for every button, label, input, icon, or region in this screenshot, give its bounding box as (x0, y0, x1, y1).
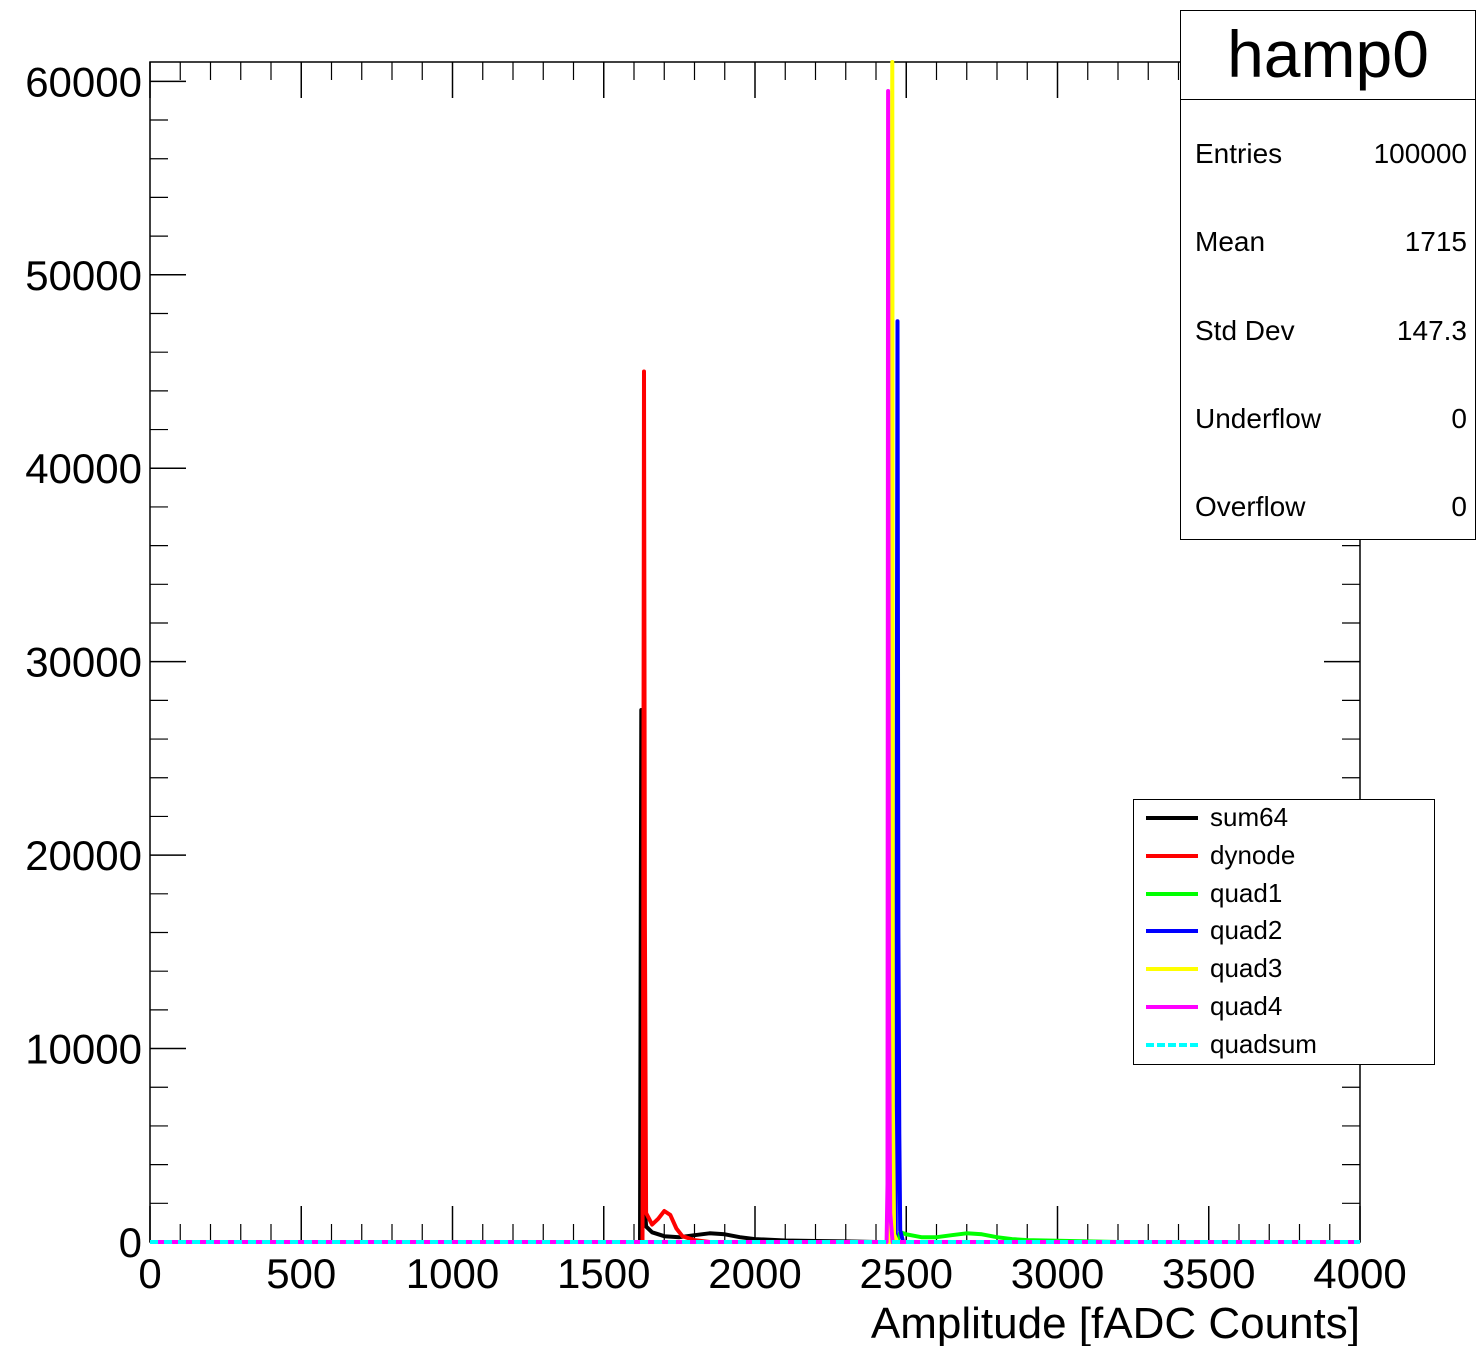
x-tick-label: 2500 (860, 1250, 953, 1297)
stats-row-entries: Entries 100000 (1195, 137, 1467, 171)
legend-label: quad3 (1210, 953, 1283, 983)
stats-key: Std Dev (1195, 315, 1295, 346)
legend-swatch (1146, 854, 1198, 858)
x-tick-label: 1500 (557, 1250, 650, 1297)
x-tick-label: 1000 (406, 1250, 499, 1297)
legend-label: sum64 (1210, 802, 1289, 832)
x-tick-label: 500 (266, 1250, 336, 1297)
x-tick-label: 2000 (708, 1250, 801, 1297)
legend: sum64 dynode quad1 quad2 quad3 quad4 qua… (1133, 799, 1435, 1065)
stats-value: 147.3 (1396, 315, 1467, 346)
y-tick-label: 0 (119, 1219, 142, 1266)
legend-swatch (1146, 929, 1198, 933)
legend-swatch (1146, 967, 1198, 971)
stats-box: hamp0 Entries 100000 Mean 1715 Std Dev 1… (1180, 10, 1476, 540)
stats-value: 1715 (1404, 226, 1467, 257)
legend-swatch (1146, 816, 1198, 820)
plot-frame (149, 61, 1361, 1243)
legend-label: quad2 (1210, 915, 1283, 945)
y-tick-label: 10000 (25, 1026, 142, 1073)
legend-label: quad1 (1210, 878, 1283, 908)
legend-item-quad3: quad3 (1146, 951, 1426, 985)
x-tick-label: 4000 (1313, 1250, 1406, 1297)
series-layer (150, 60, 1360, 1244)
x-tick-label: 3500 (1162, 1250, 1255, 1297)
y-tick-label: 20000 (25, 832, 142, 879)
stats-value: 0 (1451, 403, 1467, 434)
series-line-quad4 (150, 89, 1360, 1244)
legend-item-quad2: quad2 (1146, 913, 1426, 947)
stats-key: Entries (1195, 138, 1283, 169)
y-axis-ticks: 0 10000 20000 30000 40000 50000 60000 (25, 58, 1360, 1266)
legend-item-dynode: dynode (1146, 838, 1426, 872)
legend-label: quad4 (1210, 991, 1283, 1021)
legend-swatch (1146, 1005, 1198, 1009)
series-line-dynode (150, 369, 1360, 1244)
x-axis-label: Amplitude [fADC Counts] (871, 1299, 1360, 1346)
y-tick-label: 50000 (25, 252, 142, 299)
legend-item-quadsum: quadsum (1146, 1027, 1426, 1061)
stats-row-overflow: Overflow 0 (1195, 490, 1467, 524)
legend-swatch (1146, 1043, 1198, 1047)
stats-row-mean: Mean 1715 (1195, 225, 1467, 259)
stats-key: Underflow (1195, 403, 1322, 434)
y-tick-label: 40000 (25, 445, 142, 492)
stats-row-stddev: Std Dev 147.3 (1195, 314, 1467, 348)
y-tick-label: 60000 (25, 58, 142, 105)
x-tick-label: 0 (138, 1250, 161, 1297)
stats-key: Mean (1195, 226, 1266, 257)
stats-value: 100000 (1373, 138, 1467, 169)
legend-swatch (1146, 892, 1198, 896)
stats-value: 0 (1451, 491, 1467, 522)
series-line-quad3 (150, 60, 1360, 1244)
stats-title: hamp0 (1181, 11, 1475, 100)
stats-key: Overflow (1195, 491, 1306, 522)
y-tick-label: 30000 (25, 639, 142, 686)
legend-label: dynode (1210, 840, 1296, 870)
x-tick-label: 3000 (1011, 1250, 1104, 1297)
series-line-quad2 (150, 319, 1360, 1244)
legend-item-quad1: quad1 (1146, 876, 1426, 910)
legend-item-sum64: sum64 (1146, 800, 1426, 834)
stats-row-underflow: Underflow 0 (1195, 402, 1467, 436)
legend-item-quad4: quad4 (1146, 989, 1426, 1023)
x-axis-ticks: 0 500 1000 1500 2000 2500 3000 3500 4000 (138, 62, 1407, 1297)
legend-label: quadsum (1210, 1029, 1317, 1059)
